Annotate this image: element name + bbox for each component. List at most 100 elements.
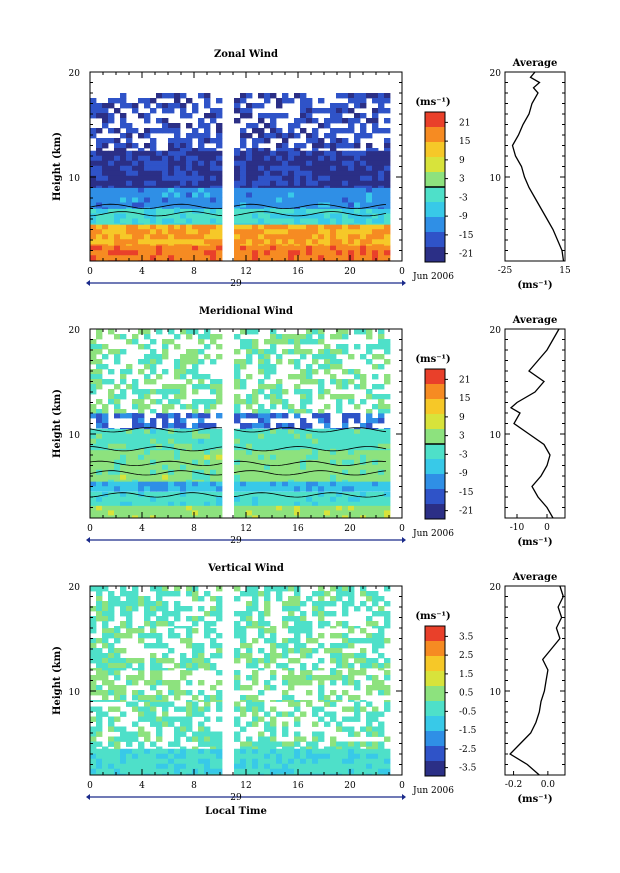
- heatmap-cell: [312, 413, 319, 419]
- heatmap-cell: [252, 329, 259, 335]
- heatmap-cell: [198, 653, 205, 659]
- heatmap-cell: [246, 413, 253, 419]
- heatmap-cell: [102, 413, 109, 419]
- profile-line: [509, 328, 560, 519]
- heatmap-cell: [174, 616, 181, 622]
- heatmap-cell: [354, 133, 361, 139]
- heatmap-cell: [108, 197, 115, 203]
- heatmap-cell: [96, 716, 103, 722]
- heatmap-cell: [348, 143, 355, 149]
- heatmap-cell: [120, 369, 127, 375]
- heatmap-cell: [282, 481, 289, 487]
- heatmap-cell: [258, 244, 265, 246]
- heatmap-cell: [174, 464, 181, 471]
- heatmap-cell: [102, 409, 109, 414]
- heatmap-cell: [324, 464, 331, 471]
- heatmap-cell: [96, 638, 103, 644]
- heatmap-cell: [306, 250, 313, 256]
- heatmap-cell: [132, 706, 139, 712]
- heatmap-cell: [150, 701, 157, 707]
- heatmap-cell: [330, 753, 337, 760]
- heatmap-cell: [306, 690, 313, 696]
- heatmap-cell: [354, 496, 361, 503]
- heatmap-cell: [138, 464, 145, 471]
- heatmap-cell: [270, 364, 277, 370]
- heatmap-cell: [384, 428, 391, 430]
- heatmap-cell: [108, 192, 115, 198]
- heatmap-cell: [198, 197, 205, 203]
- heatmap-cell: [246, 208, 253, 214]
- heatmap-cell: [180, 721, 187, 727]
- heatmap-cell: [96, 185, 103, 188]
- heatmap-cell: [216, 224, 223, 230]
- heatmap-cell: [192, 658, 199, 664]
- heatmap-cell: [90, 165, 97, 172]
- heatmap-cell: [336, 753, 343, 760]
- heatmap-cell: [210, 668, 217, 671]
- heatmap-cell: [216, 700, 223, 702]
- heatmap-cell: [318, 621, 325, 627]
- heatmap-cell: [126, 596, 133, 602]
- heatmap-cell: [318, 479, 325, 482]
- heatmap-cell: [360, 481, 367, 487]
- heatmap-cell: [108, 128, 115, 134]
- heatmap-cell: [126, 364, 133, 370]
- colorbar-tick-label: 1.5: [459, 670, 474, 680]
- heatmap-cell: [282, 726, 289, 732]
- heatmap-cell: [246, 394, 253, 400]
- heatmap-cell: [258, 418, 265, 424]
- heatmap-cell: [354, 670, 361, 676]
- heatmap-cell: [198, 658, 205, 664]
- heatmap-cell: [318, 736, 325, 742]
- heatmap-cell: [348, 481, 355, 487]
- heatmap-cell: [150, 668, 157, 671]
- heatmap-cell: [150, 175, 157, 182]
- heatmap-cell: [156, 621, 163, 627]
- heatmap-cell: [384, 250, 391, 256]
- heatmap-cell: [378, 768, 385, 775]
- heatmap-cell: [270, 113, 277, 119]
- heatmap-cell: [240, 706, 247, 712]
- heatmap-cell: [150, 165, 157, 172]
- heatmap-cell: [258, 369, 265, 375]
- heatmap-cell: [96, 586, 103, 592]
- heatmap-cell: [246, 223, 253, 225]
- heatmap-cell: [324, 758, 331, 765]
- heatmap-cell: [156, 721, 163, 727]
- heatmap-cell: [252, 753, 259, 760]
- heatmap-cell: [96, 170, 103, 177]
- heatmap-cell: [120, 591, 127, 597]
- heatmap-cell: [318, 438, 325, 445]
- heatmap-cell: [252, 148, 259, 152]
- heatmap-cell: [144, 611, 151, 617]
- heatmap-cell: [360, 670, 367, 676]
- heatmap-cell: [312, 675, 319, 681]
- heatmap-cell: [186, 224, 193, 230]
- heatmap-cell: [156, 700, 163, 702]
- heatmap-cell: [180, 515, 187, 519]
- heatmap-cell: [276, 464, 283, 471]
- heatmap-cell: [306, 758, 313, 765]
- heatmap-cell: [354, 753, 361, 760]
- heatmap-cell: [114, 668, 121, 671]
- heatmap-cell: [180, 148, 187, 152]
- heatmap-cell: [216, 479, 223, 482]
- heatmap-cell: [384, 638, 391, 644]
- heatmap-cell: [288, 224, 295, 230]
- heatmap-cell: [96, 234, 103, 240]
- heatmap-cell: [126, 234, 133, 240]
- heatmap-cell: [108, 438, 115, 445]
- heatmap-cell: [168, 685, 175, 691]
- heatmap-cell: [192, 223, 199, 225]
- heatmap-cell: [156, 701, 163, 707]
- heatmap-cell: [306, 138, 313, 144]
- heatmap-cell: [246, 721, 253, 727]
- heatmap-cell: [120, 229, 127, 235]
- heatmap-cell: [348, 680, 355, 686]
- heatmap-cell: [90, 464, 97, 471]
- heatmap-cell: [282, 768, 289, 775]
- heatmap-cell: [108, 591, 115, 597]
- heatmap-cell: [312, 768, 319, 775]
- heatmap-cell: [300, 626, 307, 629]
- heatmap-cell: [174, 663, 181, 669]
